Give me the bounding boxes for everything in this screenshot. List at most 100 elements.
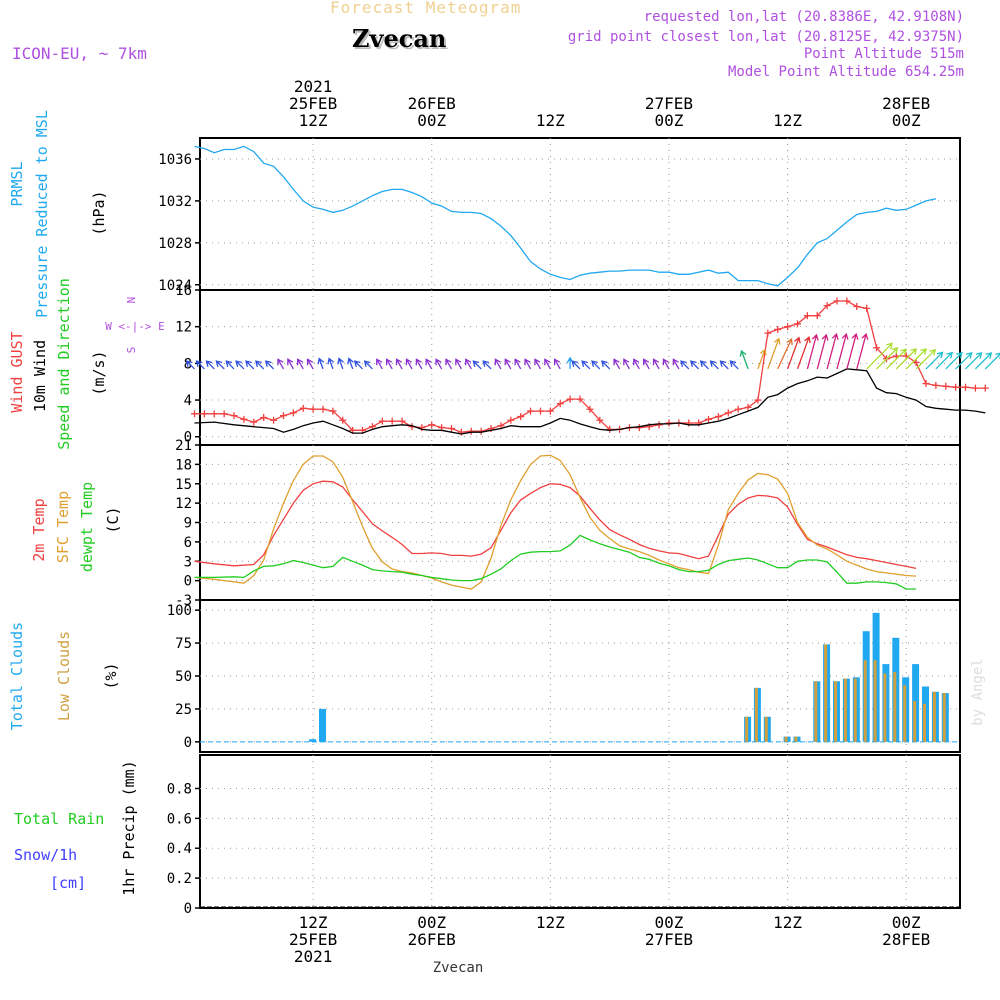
pressure-ytick-label: 1032: [158, 194, 192, 210]
wind-arrow: [581, 360, 591, 370]
wind-arrow: [296, 358, 304, 370]
gust-point: [309, 405, 317, 413]
gust-point: [873, 344, 881, 352]
pressure-ytick-label: 1036: [158, 152, 192, 168]
low-clouds-bar: [824, 644, 828, 742]
temperature-ytick-label: 0: [184, 574, 192, 590]
gust-point: [803, 312, 811, 320]
wind-arrow: [945, 351, 963, 370]
rain-label: Total Rain: [14, 810, 104, 828]
gust-point: [517, 413, 525, 421]
wind-arrow: [571, 360, 581, 370]
low-clouds-bar: [853, 678, 857, 742]
gust-point: [774, 325, 782, 333]
gust-point: [952, 383, 960, 391]
time-label-top: 00Z: [892, 111, 921, 130]
requested-coords: requested lon,lat (20.8386E, 42.9108N): [643, 9, 964, 25]
low-clouds-bar: [923, 703, 926, 742]
wind-arrow: [885, 348, 907, 370]
series-prmsl-line: [194, 145, 937, 287]
gust-point: [398, 417, 406, 425]
wind-arrow: [385, 358, 393, 370]
gust-point: [299, 404, 307, 412]
wind-panel-frame: [199, 289, 961, 446]
gust-point: [863, 304, 871, 312]
gust-point: [467, 427, 475, 435]
gust-point: [230, 412, 238, 420]
temperature-ytick-label: 9: [184, 516, 192, 532]
wind-ytick-label: 16: [175, 283, 192, 299]
wind-arrow: [445, 358, 453, 370]
gust-point: [705, 415, 713, 423]
wind-arrow: [915, 348, 937, 370]
temperature-ytick-label: 15: [175, 477, 192, 493]
temperature-ytick-label: 18: [175, 457, 192, 473]
point-altitude: Point Altitude 515m: [803, 46, 964, 62]
wind-arrow: [264, 360, 275, 370]
wind-arrow: [277, 358, 285, 370]
wind-arrow: [786, 336, 801, 370]
time-label-bottom: 2021: [294, 947, 333, 966]
low-clouds-bar: [794, 736, 798, 742]
gust-point: [981, 384, 989, 392]
gust-point: [853, 303, 861, 311]
wind-arrow: [965, 352, 983, 370]
gust-point: [764, 329, 772, 337]
wind-arrow: [690, 360, 700, 370]
time-label-top: 00Z: [655, 111, 684, 130]
gust-label: Wind GUST: [8, 331, 26, 412]
wind-arrow: [465, 358, 472, 370]
gust-point: [191, 410, 198, 418]
wind-arrow: [935, 351, 953, 370]
wind-arrow: [205, 360, 215, 370]
wind-arrow: [826, 332, 839, 370]
gust-point: [339, 416, 347, 424]
low-clouds-bar: [873, 660, 877, 742]
low-clouds-label: Low Clouds: [55, 631, 73, 721]
total-clouds-bar: [319, 708, 326, 742]
gust-point: [319, 405, 327, 413]
gust-point: [606, 425, 614, 433]
wind-arrow: [591, 360, 601, 370]
low-clouds-bar: [913, 701, 917, 742]
time-label-bottom: 00Z: [417, 913, 446, 932]
wind-arrow: [337, 357, 344, 370]
wind-arrow: [524, 358, 532, 370]
clouds-ytick-label: 50: [175, 669, 192, 685]
wind-arrow: [514, 358, 522, 370]
gust-point: [793, 320, 801, 328]
wind-arrow: [601, 360, 611, 370]
gridpoint-coords: grid point closest lon,lat (20.8125E, 42…: [567, 29, 964, 45]
wind-arrow: [306, 358, 314, 370]
temp-unit: (C): [104, 506, 122, 533]
wind-arrow: [494, 358, 502, 370]
wind-arrow: [806, 333, 819, 370]
snow-unit-label: [cm]: [50, 874, 86, 892]
time-label-bottom: 27FEB: [645, 930, 693, 949]
temperature-ytick-label: 6: [184, 535, 192, 551]
wind-arrow: [225, 360, 235, 370]
gust-point: [833, 297, 841, 305]
meteogram-title: Forecast Meteogram: [330, 0, 522, 17]
low-clouds-bar: [834, 681, 837, 742]
gust-point: [843, 297, 851, 305]
precip-ytick-label: 0.2: [167, 871, 192, 887]
precip-ytick-label: 0: [184, 901, 192, 917]
model-altitude: Model Point Altitude 654.25m: [727, 64, 964, 80]
time-label-top: 12Z: [773, 111, 802, 130]
wind-arrow: [836, 332, 849, 370]
gust-point: [210, 410, 218, 418]
time-label-bottom: 12Z: [299, 913, 328, 932]
gust-point: [724, 409, 732, 417]
pressure-panel-frame: [199, 137, 961, 291]
time-label-top: 12Z: [299, 111, 328, 130]
temperature-ytick-label: -3: [175, 593, 192, 609]
wind-arrow: [482, 360, 492, 370]
gust-point: [714, 413, 722, 421]
gust-point: [922, 380, 930, 388]
gust-point: [250, 418, 258, 426]
wind-ytick-label: 12: [175, 320, 192, 336]
low-clouds-bar: [745, 716, 749, 742]
gust-point: [200, 410, 208, 418]
